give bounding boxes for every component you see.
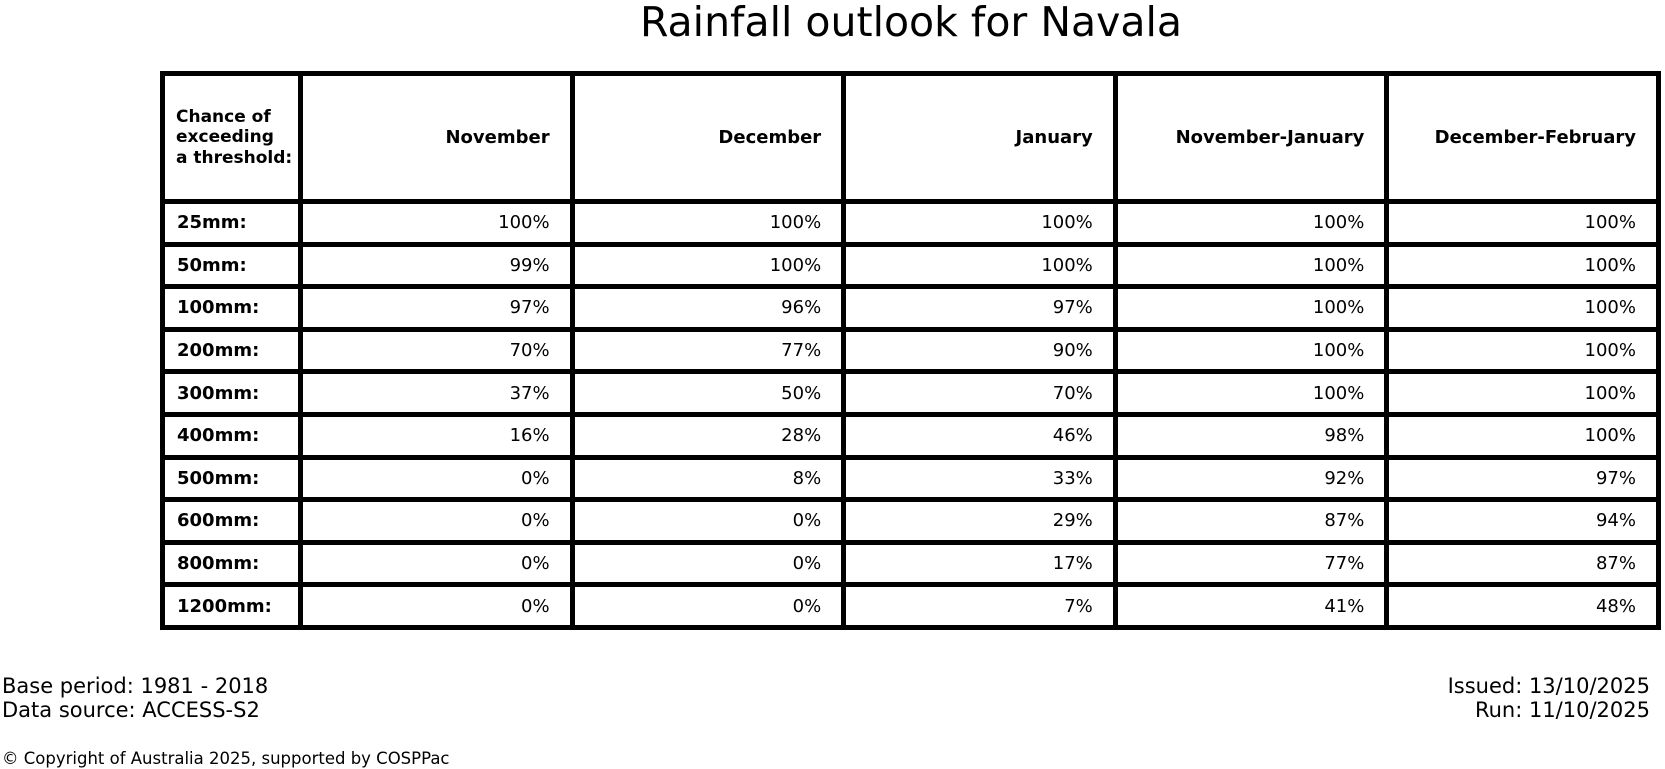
chance-value: 8% — [569, 454, 847, 503]
chance-value: 100% — [569, 241, 847, 290]
chance-value: 50% — [569, 369, 847, 417]
chance-value: 28% — [569, 411, 847, 460]
rainfall-table: Chance of exceeding a threshold: Novembe… — [160, 71, 1661, 630]
chance-value: 0% — [298, 582, 575, 630]
chance-value: 17% — [841, 539, 1118, 588]
copyright-notice: © Copyright of Australia 2025, supported… — [2, 749, 450, 768]
table-row: 50mm: 99% 100% 100% 100% 100% — [160, 241, 1661, 290]
chance-value: 100% — [569, 199, 847, 247]
chance-value: 90% — [841, 326, 1118, 375]
threshold-label: 300mm: — [160, 369, 303, 417]
chance-value: 0% — [298, 454, 575, 503]
chance-value: 29% — [841, 497, 1118, 545]
column-header-november: November — [298, 71, 575, 204]
threshold-label: 100mm: — [160, 284, 303, 332]
chance-value: 33% — [841, 454, 1118, 503]
table-row: 25mm: 100% 100% 100% 100% 100% — [160, 199, 1661, 247]
chance-value: 7% — [841, 582, 1118, 630]
chance-value: 70% — [841, 369, 1118, 417]
chance-value: 100% — [1384, 411, 1661, 460]
threshold-label: 500mm: — [160, 454, 303, 503]
threshold-label: 600mm: — [160, 497, 303, 545]
chance-value: 98% — [1112, 411, 1390, 460]
data-source-text: Data source: ACCESS-S2 — [2, 698, 260, 722]
threshold-label: 800mm: — [160, 539, 303, 588]
chance-value: 100% — [841, 241, 1118, 290]
chance-value: 99% — [298, 241, 575, 290]
chance-value: 46% — [841, 411, 1118, 460]
chance-value: 0% — [298, 497, 575, 545]
table-row: 500mm: 0% 8% 33% 92% 97% — [160, 454, 1661, 503]
chance-value: 92% — [1112, 454, 1390, 503]
table-row: 600mm: 0% 0% 29% 87% 94% — [160, 497, 1661, 545]
chance-value: 77% — [1112, 539, 1390, 588]
chance-value: 16% — [298, 411, 575, 460]
chance-value: 41% — [1112, 582, 1390, 630]
chance-value: 100% — [1384, 326, 1661, 375]
chance-value: 77% — [569, 326, 847, 375]
issued-date-text: Issued: 13/10/2025 — [1447, 674, 1650, 698]
chance-value: 0% — [569, 582, 847, 630]
threshold-label: 50mm: — [160, 241, 303, 290]
chance-value: 100% — [1384, 369, 1661, 417]
chance-value: 100% — [1112, 199, 1390, 247]
table-row: 800mm: 0% 0% 17% 77% 87% — [160, 539, 1661, 588]
table-header-row: Chance of exceeding a threshold: Novembe… — [160, 71, 1661, 204]
chance-value: 87% — [1112, 497, 1390, 545]
table-row: 400mm: 16% 28% 46% 98% 100% — [160, 411, 1661, 460]
chance-value: 70% — [298, 326, 575, 375]
threshold-label: 400mm: — [160, 411, 303, 460]
run-date-text: Run: 11/10/2025 — [1474, 698, 1650, 722]
chance-value: 100% — [1384, 199, 1661, 247]
threshold-label: 200mm: — [160, 326, 303, 375]
table-row: 100mm: 97% 96% 97% 100% 100% — [160, 284, 1661, 332]
chance-value: 96% — [569, 284, 847, 332]
chance-value: 100% — [1384, 284, 1661, 332]
chance-value: 100% — [1112, 284, 1390, 332]
chance-value: 94% — [1384, 497, 1661, 545]
column-header-december: December — [569, 71, 847, 204]
chance-value: 0% — [569, 539, 847, 588]
table-row: 1200mm: 0% 0% 7% 41% 48% — [160, 582, 1661, 630]
chance-value: 100% — [1384, 241, 1661, 290]
chance-value: 100% — [1112, 241, 1390, 290]
footer-right-block: Issued: 13/10/2025 Run: 11/10/2025 — [1448, 674, 1650, 722]
page-title: Rainfall outlook for Navala — [639, 0, 1183, 46]
chance-value: 97% — [841, 284, 1118, 332]
chance-value: 100% — [841, 199, 1118, 247]
chance-value: 100% — [298, 199, 575, 247]
chance-value: 48% — [1384, 582, 1661, 630]
threshold-label: 1200mm: — [160, 582, 303, 630]
chance-value: 0% — [569, 497, 847, 545]
column-header-november-january: November-January — [1112, 71, 1390, 204]
base-period-text: Base period: 1981 - 2018 — [2, 674, 269, 698]
chance-value: 97% — [1384, 454, 1661, 503]
footer-left-block: Base period: 1981 - 2018 Data source: AC… — [2, 674, 268, 722]
column-header-january: January — [841, 71, 1118, 204]
threshold-label: 25mm: — [160, 199, 303, 247]
chance-value: 100% — [1112, 369, 1390, 417]
table-row: 300mm: 37% 50% 70% 100% 100% — [160, 369, 1661, 417]
chance-value: 37% — [298, 369, 575, 417]
chance-value: 0% — [298, 539, 575, 588]
chance-value: 97% — [298, 284, 575, 332]
chance-value: 87% — [1384, 539, 1661, 588]
table-row: 200mm: 70% 77% 90% 100% 100% — [160, 326, 1661, 375]
column-header-december-february: December-February — [1384, 71, 1661, 204]
corner-header: Chance of exceeding a threshold: — [160, 71, 303, 204]
chance-value: 100% — [1112, 326, 1390, 375]
